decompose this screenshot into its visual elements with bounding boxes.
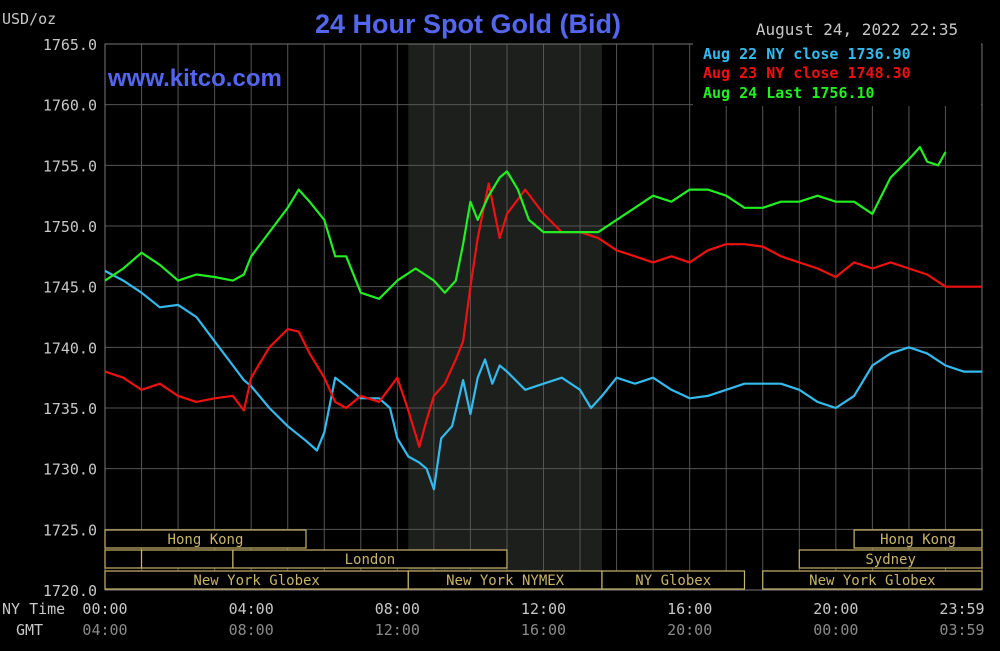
x-tick-label-gmt: 04:00 (82, 621, 127, 639)
x-tick-labels: 00:00 04:00 08:00 12:00 16:00 20:00 23:59 04:00… (82, 600, 984, 639)
session-box (853, 529, 983, 549)
x-tick-label-gmt: 20:00 (667, 621, 712, 639)
x-tick-label-gmt: 08:00 (229, 621, 274, 639)
x-tick-label-gmt: 03:59 (939, 621, 984, 639)
legend-background (693, 42, 981, 106)
session-box (232, 549, 508, 569)
y-tick-label: 1720.0 (43, 582, 97, 600)
x-tick-label-ny: 04:00 (229, 600, 274, 618)
grid-lines (104, 43, 983, 591)
series-line-3 (104, 146, 947, 300)
legend-entry-aug23: Aug 23 NY close 1748.30 (703, 64, 911, 82)
y-tick-label: 1740.0 (43, 339, 97, 357)
session-label: Sydney (865, 552, 916, 568)
session-label: New York Globex (809, 573, 935, 589)
session-box (140, 549, 234, 569)
y-tick-label: 1730.0 (43, 461, 97, 479)
series-lines (104, 146, 982, 491)
legend: Aug 22 NY close 1736.90 Aug 23 NY close … (693, 42, 981, 106)
session-label: Hong Kong (168, 532, 244, 548)
timestamp: August 24, 2022 22:35 (756, 20, 958, 39)
x-tick-label-ny: 16:00 (667, 600, 712, 618)
session-box (104, 529, 307, 549)
x-axis-label-ny: NY Time (2, 600, 65, 618)
session-label: NY Globex (635, 573, 711, 589)
plot-frame (104, 43, 983, 591)
session-label: New York NYMEX (446, 573, 565, 589)
x-tick-label-ny: 08:00 (375, 600, 420, 618)
session-box (104, 549, 143, 569)
y-tick-label: 1745.0 (43, 279, 97, 297)
legend-entry-aug24: Aug 24 Last 1756.10 (703, 84, 875, 102)
x-tick-label-ny: 00:00 (82, 600, 127, 618)
y-tick-label: 1765.0 (43, 36, 97, 54)
x-axis-label-gmt: GMT (16, 621, 43, 639)
x-tick-label-ny: 20:00 (813, 600, 858, 618)
nymex-shade (408, 44, 602, 590)
session-box (601, 570, 746, 590)
y-tick-label: 1750.0 (43, 218, 97, 236)
x-tick-label-gmt: 16:00 (521, 621, 566, 639)
session-label: New York Globex (193, 573, 319, 589)
y-tick-label: 1725.0 (43, 521, 97, 539)
x-tick-label-gmt: 12:00 (375, 621, 420, 639)
y-tick-label: 1735.0 (43, 400, 97, 418)
x-tick-label-ny: 12:00 (521, 600, 566, 618)
chart-title: 24 Hour Spot Gold (Bid) (315, 9, 621, 39)
y-tick-label: 1755.0 (43, 157, 97, 175)
session-label: London (345, 552, 396, 568)
series-line-2 (104, 182, 982, 448)
y-tick-labels: 1765.0 1760.0 1755.0 1750.0 1745.0 1740.0 1735… (43, 36, 97, 600)
x-tick-label-gmt: 00:00 (813, 621, 858, 639)
y-axis-unit-label: USD/oz (2, 10, 56, 28)
session-box (762, 570, 983, 590)
watermark-url: www.kitco.com (107, 65, 282, 92)
nymex-shaded-region (408, 44, 602, 590)
series-line-1 (104, 269, 982, 491)
session-box (798, 549, 983, 569)
y-tick-label: 1760.0 (43, 97, 97, 115)
x-tick-label-ny: 23:59 (939, 600, 984, 618)
trading-sessions: Hong Kong Hong Kong London Sydney New York G… (104, 529, 983, 590)
session-label: Hong Kong (880, 532, 956, 548)
legend-entry-aug22: Aug 22 NY close 1736.90 (703, 45, 911, 63)
